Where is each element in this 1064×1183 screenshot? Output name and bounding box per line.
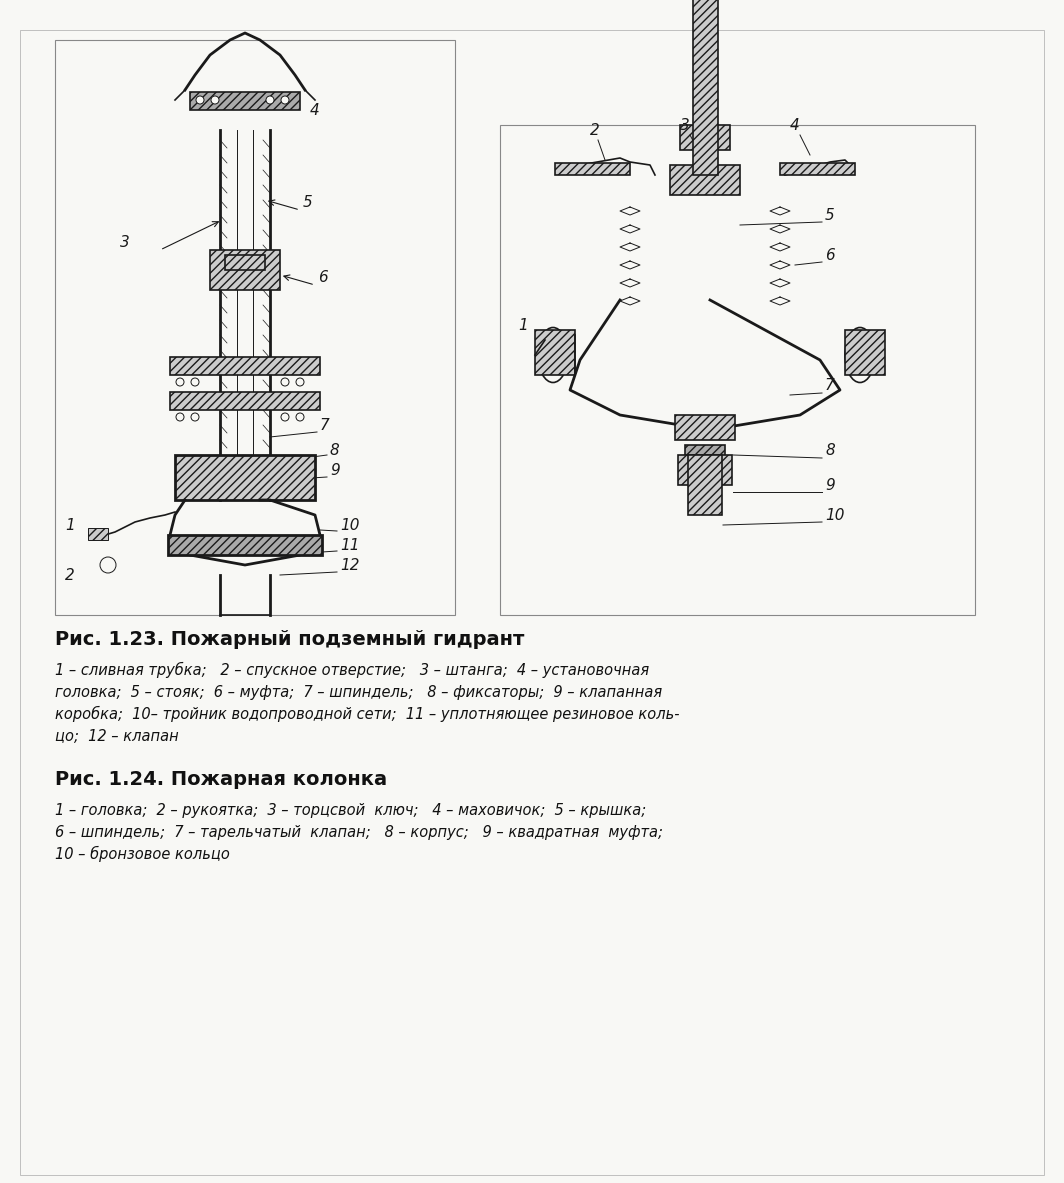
Circle shape [192,379,199,386]
Text: 8: 8 [330,442,339,458]
Bar [55,40,455,615]
Bar [780,163,855,175]
Text: 1 – головка;  2 – рукоятка;  3 – торцсвой  ключ;   4 – маховичок;  5 – крышка;: 1 – головка; 2 – рукоятка; 3 – торцсвой … [55,803,646,817]
Text: Рис. 1.23. Пожарный подземный гидрант: Рис. 1.23. Пожарный подземный гидрант [55,631,525,649]
Text: 9: 9 [330,463,339,478]
Text: 6: 6 [318,270,328,285]
Bar [535,330,575,375]
Bar [500,125,975,615]
Text: 1 – сливная трубка;   2 – спускное отверстие;   3 – штанга;  4 – установочная: 1 – сливная трубка; 2 – спускное отверст… [55,661,649,678]
Text: 7: 7 [320,418,330,433]
Circle shape [100,557,116,573]
Bar [170,392,320,411]
Text: 5: 5 [825,208,835,224]
Text: 11: 11 [340,538,360,552]
Circle shape [176,413,184,421]
Bar [845,330,885,375]
Text: цо;  12 – клапан: цо; 12 – клапан [55,729,179,744]
Text: 10 – бронзовое кольцо: 10 – бронзовое кольцо [55,846,230,862]
Bar [675,415,735,440]
Bar [168,535,322,555]
Circle shape [281,96,289,104]
Bar [88,528,109,539]
Circle shape [281,379,289,386]
Bar [210,250,280,290]
Text: 4: 4 [789,118,800,132]
Text: 1: 1 [518,318,528,332]
Text: 2: 2 [65,568,74,583]
Text: 8: 8 [825,442,835,458]
Circle shape [192,413,199,421]
Bar [670,164,739,195]
Bar [190,92,300,110]
Text: 7: 7 [825,379,835,393]
Text: 3: 3 [680,118,689,132]
Text: коробка;  10– тройник водопроводной сети;  11 – уплотняющее резиновое коль-: коробка; 10– тройник водопроводной сети;… [55,706,680,722]
Text: 5: 5 [303,195,313,211]
Text: 9: 9 [825,478,835,493]
Text: головка;  5 – стояк;  6 – муфта;  7 – шпиндель;   8 – фиксаторы;  9 – клапанная: головка; 5 – стояк; 6 – муфта; 7 – шпинд… [55,685,662,700]
Bar [678,455,732,485]
Text: 3: 3 [120,235,130,250]
Text: 10: 10 [340,518,360,534]
Bar [685,445,725,465]
Text: 6 – шпиндель;  7 – тарельчатый  клапан;   8 – корпус;   9 – квадратная  муфта;: 6 – шпиндель; 7 – тарельчатый клапан; 8 … [55,825,663,840]
Text: 1: 1 [65,518,74,534]
Circle shape [176,379,184,386]
Bar [174,455,315,500]
Bar [680,125,730,150]
Ellipse shape [538,328,568,382]
Circle shape [196,96,204,104]
Text: Рис. 1.24. Пожарная колонка: Рис. 1.24. Пожарная колонка [55,770,387,789]
Text: 4: 4 [310,103,320,118]
Bar [225,256,265,270]
Bar [688,455,722,515]
Text: 12: 12 [340,558,360,573]
Circle shape [296,413,304,421]
Circle shape [211,96,219,104]
Circle shape [296,379,304,386]
Circle shape [266,96,275,104]
Text: 2: 2 [591,123,600,138]
Ellipse shape [845,328,875,382]
Circle shape [281,413,289,421]
Bar [555,163,630,175]
Text: 10: 10 [825,508,845,523]
Bar [170,357,320,375]
Text: 6: 6 [825,248,835,263]
Bar [693,0,718,175]
